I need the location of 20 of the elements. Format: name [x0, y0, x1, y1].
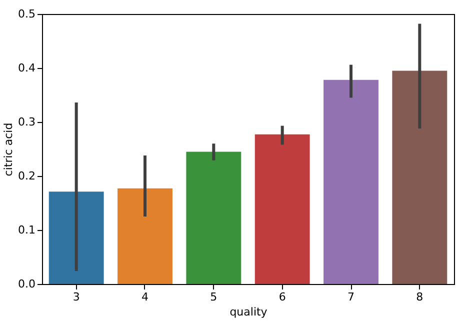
y-tick-label: 0.0: [18, 278, 36, 290]
y-axis-title: citric acid: [2, 122, 16, 176]
bar: [118, 188, 172, 284]
y-tick-label: 0.4: [18, 62, 36, 74]
x-axis-title: quality: [230, 306, 268, 318]
x-tick-label: 6: [278, 290, 286, 304]
x-tick-label: 3: [72, 290, 80, 304]
y-tick-label: 0.3: [18, 116, 36, 128]
x-tick-label: 4: [142, 290, 148, 304]
bar: [254, 134, 310, 284]
bar: [392, 70, 448, 284]
y-tick-label: 0.1: [18, 224, 36, 236]
bar: [324, 80, 378, 284]
bar: [186, 152, 242, 284]
x-tick-label: 7: [348, 290, 354, 304]
bar: [48, 192, 104, 284]
x-tick-label: 8: [416, 290, 424, 304]
y-tick-label: 0.5: [18, 8, 36, 20]
x-tick-label: 5: [210, 290, 218, 304]
y-tick-label: 0.2: [18, 170, 36, 182]
